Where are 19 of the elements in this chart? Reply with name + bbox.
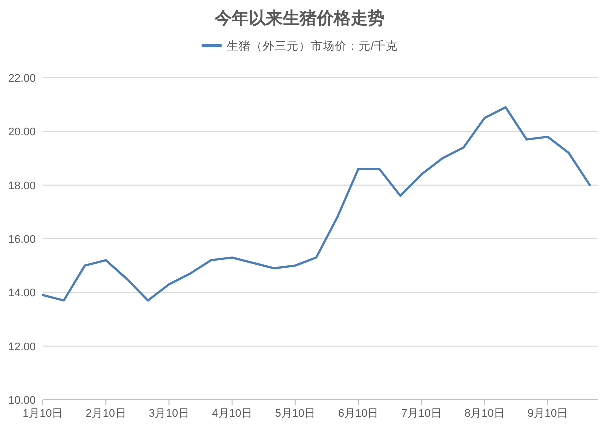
x-tick-label: 5月10日 bbox=[275, 408, 316, 420]
y-tick-label: 18.00 bbox=[8, 180, 36, 192]
legend-label: 生猪（外三元）市场价：元/千克 bbox=[226, 39, 398, 53]
x-tick-label: 4月10日 bbox=[212, 408, 253, 420]
y-tick-label: 20.00 bbox=[8, 126, 36, 139]
x-tick-label: 6月10日 bbox=[338, 408, 379, 420]
y-tick-label: 16.00 bbox=[8, 234, 36, 246]
x-tick-label: 9月10日 bbox=[528, 408, 568, 420]
chart-title: 今年以来生猪价格走势 bbox=[214, 9, 385, 28]
x-tick-label: 1月10日 bbox=[22, 408, 64, 420]
y-tick-label: 12.00 bbox=[8, 341, 36, 354]
y-tick-label: 10.00 bbox=[8, 395, 36, 407]
line-series bbox=[42, 106, 592, 302]
y-tick-label: 14.00 bbox=[8, 288, 36, 300]
x-tick-label: 7月10日 bbox=[402, 408, 442, 420]
y-tick-label: 22.00 bbox=[8, 73, 36, 85]
x-tick-label: 8月10日 bbox=[464, 408, 505, 420]
x-tick-label: 3月10日 bbox=[149, 408, 190, 420]
x-tick-label: 2月10日 bbox=[86, 408, 126, 420]
